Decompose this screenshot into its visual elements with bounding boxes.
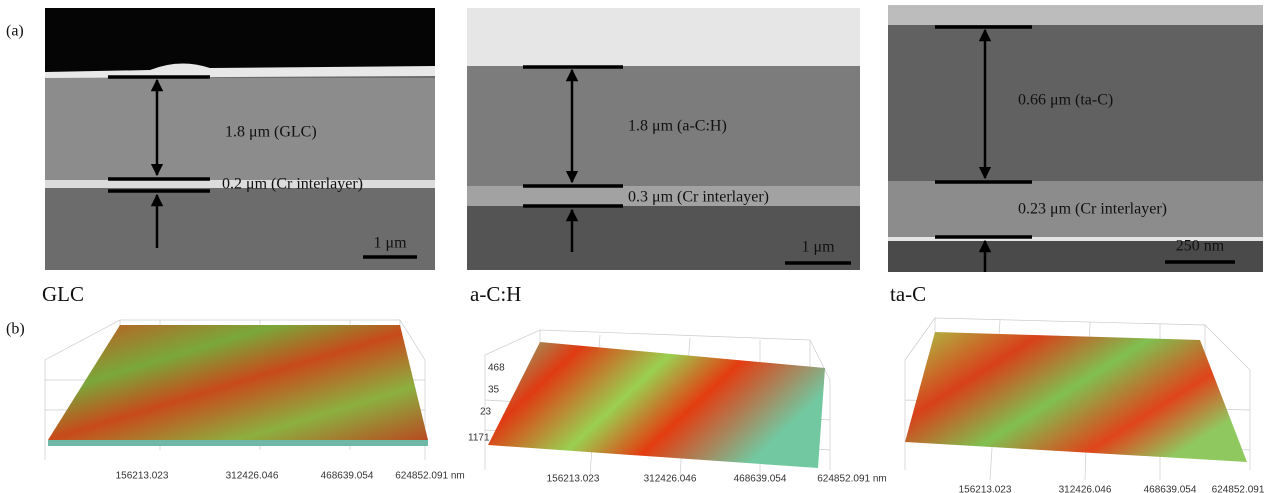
sample-label: ta-C — [890, 282, 926, 306]
scale-bar-label: 250 nm — [1176, 238, 1225, 255]
scale-bar-label: 1 μm — [373, 235, 407, 252]
annotation: 0.2 μm (Cr interlayer) — [222, 176, 363, 193]
axis-tick-label: 624852.091 nm — [395, 471, 465, 482]
sem-image — [467, 8, 860, 270]
annotation: 1.8 μm (GLC) — [225, 124, 317, 141]
axis-tick-label: 312426.046 — [644, 474, 697, 485]
annotation: 0.3 μm (Cr interlayer) — [628, 189, 769, 206]
annotation: 1.8 μm (a-C:H) — [628, 118, 727, 135]
axis-tick-label: 468639.054 — [321, 471, 374, 482]
sample-label: GLC — [42, 282, 84, 306]
sample-label: a-C:H — [470, 282, 521, 306]
panel-label: (a) — [6, 23, 24, 40]
surface-plot — [44, 318, 428, 460]
axis-tick-label: 468639.054 — [734, 474, 787, 485]
sem-image — [45, 8, 435, 270]
axis-tick-label: 35 — [488, 385, 500, 396]
panel-label: (b) — [6, 321, 25, 338]
axis-tick-label: 156213.023 — [116, 471, 169, 482]
annotation: 0.66 μm (ta-C) — [1018, 92, 1113, 109]
axis-tick-label: 156213.023 — [959, 485, 1012, 493]
sem-image — [888, 5, 1263, 272]
axis-tick-label: 468 — [488, 363, 505, 374]
surface-plot — [904, 316, 1251, 481]
annotation: 0.23 μm (Cr interlayer) — [1018, 201, 1167, 218]
axis-tick-label: 624852.091 nm — [817, 474, 887, 485]
axis-tick-label: 468639.054 — [1144, 485, 1197, 493]
scale-bar-label: 1 μm — [801, 239, 835, 256]
axis-tick-label: 23 — [480, 407, 492, 418]
axis-tick-label: 156213.023 — [547, 474, 600, 485]
axis-tick-label: 1171 — [468, 433, 490, 444]
surface-plot — [484, 329, 831, 476]
axis-tick-label: 624852.091 — [1212, 485, 1265, 493]
axis-tick-label: 312426.046 — [1059, 485, 1112, 493]
axis-tick-label: 312426.046 — [226, 471, 279, 482]
